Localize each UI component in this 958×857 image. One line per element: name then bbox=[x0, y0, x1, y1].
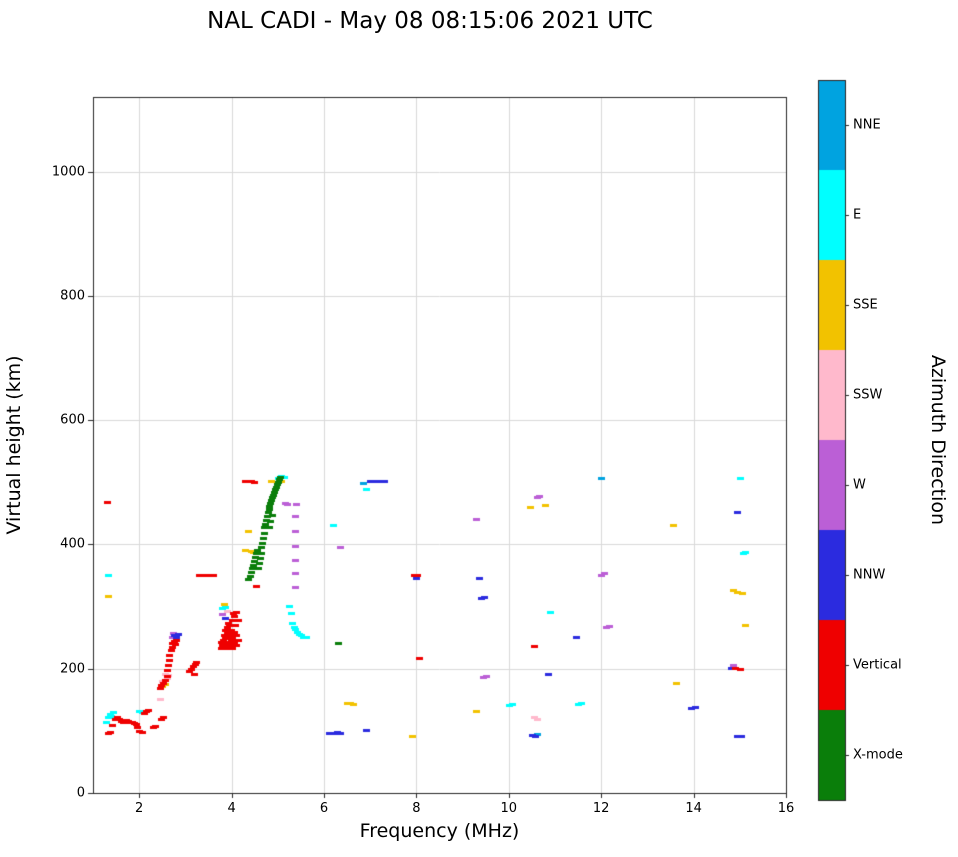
y-tick-label: 800 bbox=[60, 288, 85, 304]
x-tick-label: 16 bbox=[777, 801, 795, 816]
x-tick-label: 8 bbox=[412, 801, 421, 816]
colorbar-category-label: X-mode bbox=[853, 747, 903, 763]
colorbar-category-label: E bbox=[853, 207, 862, 223]
y-axis-label: Virtual height (km) bbox=[3, 355, 25, 535]
colorbar-category-label: SSW bbox=[853, 387, 883, 403]
colorbar-category-label: NNE bbox=[853, 117, 881, 133]
x-axis-label: Frequency (MHz) bbox=[359, 820, 520, 842]
x-tick-label: 14 bbox=[685, 801, 702, 816]
x-tick-label: 6 bbox=[319, 801, 329, 816]
y-tick-label: 400 bbox=[60, 536, 85, 552]
x-tick-label: 4 bbox=[227, 801, 236, 816]
colorbar-category-label: SSE bbox=[853, 297, 878, 313]
y-tick-label: 0 bbox=[76, 785, 85, 801]
chart-title: NAL CADI - May 08 08:15:06 2021 UTC bbox=[207, 8, 653, 34]
colorbar-category-label: W bbox=[853, 477, 866, 493]
y-tick-label: 1000 bbox=[51, 164, 85, 180]
x-tick-label: 10 bbox=[500, 801, 518, 816]
colorbar-label: Azimuth Direction bbox=[927, 354, 949, 526]
x-tick-label: 12 bbox=[592, 801, 610, 816]
colorbar-category-label: Vertical bbox=[853, 657, 902, 673]
y-tick-label: 200 bbox=[60, 661, 85, 677]
colorbar-category-label: NNW bbox=[853, 567, 886, 583]
y-tick-label: 600 bbox=[60, 412, 85, 428]
x-tick-label: 2 bbox=[135, 801, 144, 816]
